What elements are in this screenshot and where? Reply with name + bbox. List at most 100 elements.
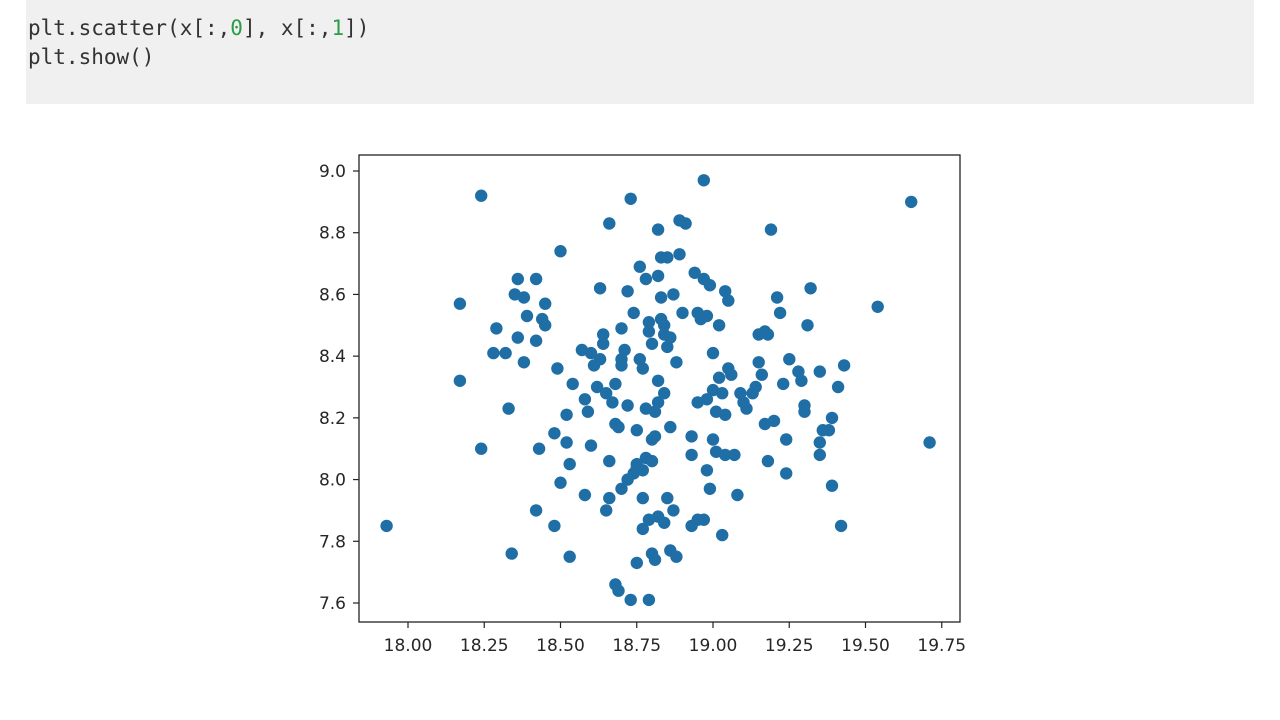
data-point	[813, 436, 826, 449]
data-point	[621, 285, 634, 298]
data-point	[667, 504, 680, 517]
data-point	[706, 346, 720, 360]
data-point	[664, 420, 677, 434]
data-point	[703, 482, 717, 495]
data-point	[719, 285, 732, 298]
data-point	[642, 316, 656, 329]
data-point	[487, 346, 500, 360]
data-point	[731, 488, 744, 502]
data-point	[642, 325, 656, 338]
data-point	[548, 427, 561, 440]
data-point	[804, 282, 817, 295]
data-point	[740, 402, 753, 415]
data-point	[517, 356, 531, 369]
data-point	[633, 353, 646, 366]
data-point	[795, 374, 808, 387]
data-point	[624, 192, 637, 205]
data-point	[511, 331, 524, 344]
data-point	[548, 519, 561, 533]
data-point	[661, 491, 674, 505]
data-point	[529, 334, 543, 347]
code-text-closing: ])	[344, 16, 370, 40]
data-point	[603, 217, 616, 230]
data-point	[658, 319, 671, 332]
data-point	[517, 291, 531, 304]
data-point	[645, 337, 659, 350]
data-point	[633, 260, 646, 273]
data-point	[712, 319, 726, 332]
data-point	[597, 337, 610, 350]
data-point	[532, 442, 546, 455]
data-point	[697, 513, 710, 526]
data-point	[813, 448, 826, 462]
data-point	[783, 353, 796, 366]
data-point	[703, 279, 717, 292]
code-cell[interactable]: plt.scatter(x[:,0], x[:,1]) plt.show()	[26, 0, 1254, 104]
data-point	[453, 297, 467, 310]
data-point	[700, 464, 714, 477]
code-text-separator: ], x[:,	[242, 16, 332, 40]
data-point	[529, 504, 543, 517]
data-point	[600, 387, 613, 400]
data-point	[639, 272, 653, 286]
data-point	[722, 294, 735, 307]
y-tick-label: 8.6	[319, 285, 346, 305]
x-tick-label: 18.50	[536, 636, 585, 656]
y-tick-label: 8.8	[319, 224, 346, 244]
data-point	[801, 319, 814, 332]
data-point	[499, 346, 512, 360]
data-point	[777, 377, 790, 391]
data-point	[725, 368, 738, 381]
data-point	[560, 436, 573, 449]
x-tick-label: 18.00	[384, 636, 433, 656]
data-point	[651, 396, 665, 409]
data-point	[700, 393, 714, 406]
data-point	[618, 343, 631, 357]
code-text-scatter-call: plt.scatter(x[:,	[28, 16, 231, 40]
data-point	[597, 328, 610, 341]
data-point	[539, 297, 552, 310]
code-number-second-index: 1	[331, 16, 345, 40]
data-point	[563, 457, 576, 471]
data-point	[825, 479, 839, 492]
y-tick-label: 7.8	[319, 532, 346, 552]
data-point	[609, 377, 622, 391]
data-point	[651, 269, 665, 283]
data-point	[505, 547, 518, 560]
data-point	[697, 174, 710, 187]
data-point	[636, 491, 649, 505]
data-point	[603, 491, 616, 505]
data-point	[780, 467, 793, 480]
x-tick-label: 19.50	[841, 636, 890, 656]
data-point	[551, 362, 564, 375]
data-point	[834, 519, 848, 533]
data-point	[636, 464, 649, 477]
data-point	[600, 504, 613, 517]
data-point	[648, 553, 662, 566]
data-point	[475, 442, 488, 455]
data-point	[780, 433, 793, 446]
data-point	[685, 430, 698, 443]
y-tick-label: 8.4	[319, 347, 346, 367]
data-point	[661, 251, 674, 264]
data-point	[764, 223, 778, 236]
data-point	[606, 396, 619, 409]
data-point	[615, 322, 628, 335]
data-point	[658, 516, 671, 529]
data-point	[615, 482, 628, 495]
data-point	[755, 368, 768, 381]
data-point	[719, 448, 732, 462]
data-point	[560, 408, 573, 421]
data-point	[511, 272, 524, 286]
data-point	[712, 371, 726, 384]
data-point	[578, 488, 592, 502]
data-point	[603, 454, 616, 468]
data-point	[636, 362, 649, 375]
data-point	[612, 584, 625, 597]
data-point	[490, 322, 503, 335]
data-point	[554, 476, 567, 489]
data-point	[554, 245, 567, 258]
data-point	[719, 408, 732, 421]
data-point	[676, 306, 689, 320]
data-point	[670, 550, 683, 563]
